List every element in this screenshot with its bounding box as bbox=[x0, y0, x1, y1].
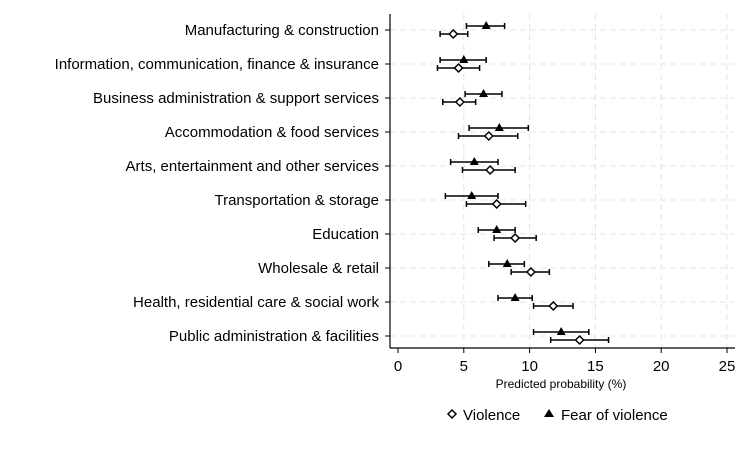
category-label: Accommodation & food services bbox=[165, 124, 379, 141]
category-labels: Manufacturing & construction Information,… bbox=[55, 22, 380, 345]
violence-point bbox=[548, 300, 559, 312]
violence-point bbox=[491, 198, 502, 210]
fear-of-violence-point bbox=[502, 259, 512, 267]
x-axis-label: Predicted probability (%) bbox=[496, 377, 627, 391]
fear-of-violence-point bbox=[479, 89, 489, 97]
category-label: Wholesale & retail bbox=[258, 260, 379, 277]
violence-point bbox=[485, 164, 496, 176]
legend-item-violence: Violence bbox=[446, 407, 520, 424]
fear-of-violence-point bbox=[467, 191, 477, 199]
fear-of-violence-point bbox=[556, 327, 566, 335]
violence-point bbox=[453, 62, 464, 74]
x-tick-label: 20 bbox=[653, 358, 670, 375]
violence-point bbox=[454, 96, 465, 108]
fear-of-violence-point bbox=[494, 123, 504, 131]
legend-item-fear-of-violence: Fear of violence bbox=[544, 407, 668, 424]
axes: 0 5 10 15 20 25 bbox=[385, 14, 735, 375]
category-label: Public administration & facilities bbox=[169, 328, 379, 345]
violence-point bbox=[448, 28, 459, 40]
x-tick-label: 25 bbox=[719, 358, 736, 375]
x-tick-label: 0 bbox=[394, 358, 402, 375]
fear-of-violence-point bbox=[481, 21, 491, 29]
x-tick-label: 5 bbox=[460, 358, 468, 375]
triangle-icon bbox=[544, 409, 554, 417]
data-marks bbox=[436, 21, 610, 346]
fear-of-violence-point bbox=[492, 225, 502, 233]
grid bbox=[390, 14, 735, 348]
category-label: Manufacturing & construction bbox=[185, 22, 379, 39]
category-label: Education bbox=[312, 226, 379, 243]
violence-point bbox=[525, 266, 536, 278]
diamond-icon bbox=[446, 408, 458, 420]
fear-of-violence-point bbox=[469, 157, 479, 165]
violence-point bbox=[483, 130, 494, 142]
legend: Violence Fear of violence bbox=[446, 407, 668, 424]
x-tick-label: 15 bbox=[587, 358, 604, 375]
fear-of-violence-point bbox=[459, 55, 469, 63]
category-label: Arts, entertainment and other services bbox=[126, 158, 379, 175]
violence-point bbox=[510, 232, 521, 244]
category-label: Information, communication, finance & in… bbox=[55, 56, 379, 73]
category-label: Business administration & support servic… bbox=[93, 90, 379, 107]
legend-label-fear-of-violence: Fear of violence bbox=[561, 407, 668, 424]
category-label: Transportation & storage bbox=[214, 192, 379, 209]
violence-point bbox=[574, 334, 585, 346]
fear-of-violence-point bbox=[510, 293, 520, 301]
category-label: Health, residential care & social work bbox=[133, 294, 379, 311]
x-tick-label: 10 bbox=[521, 358, 538, 375]
legend-label-violence: Violence bbox=[463, 407, 520, 424]
